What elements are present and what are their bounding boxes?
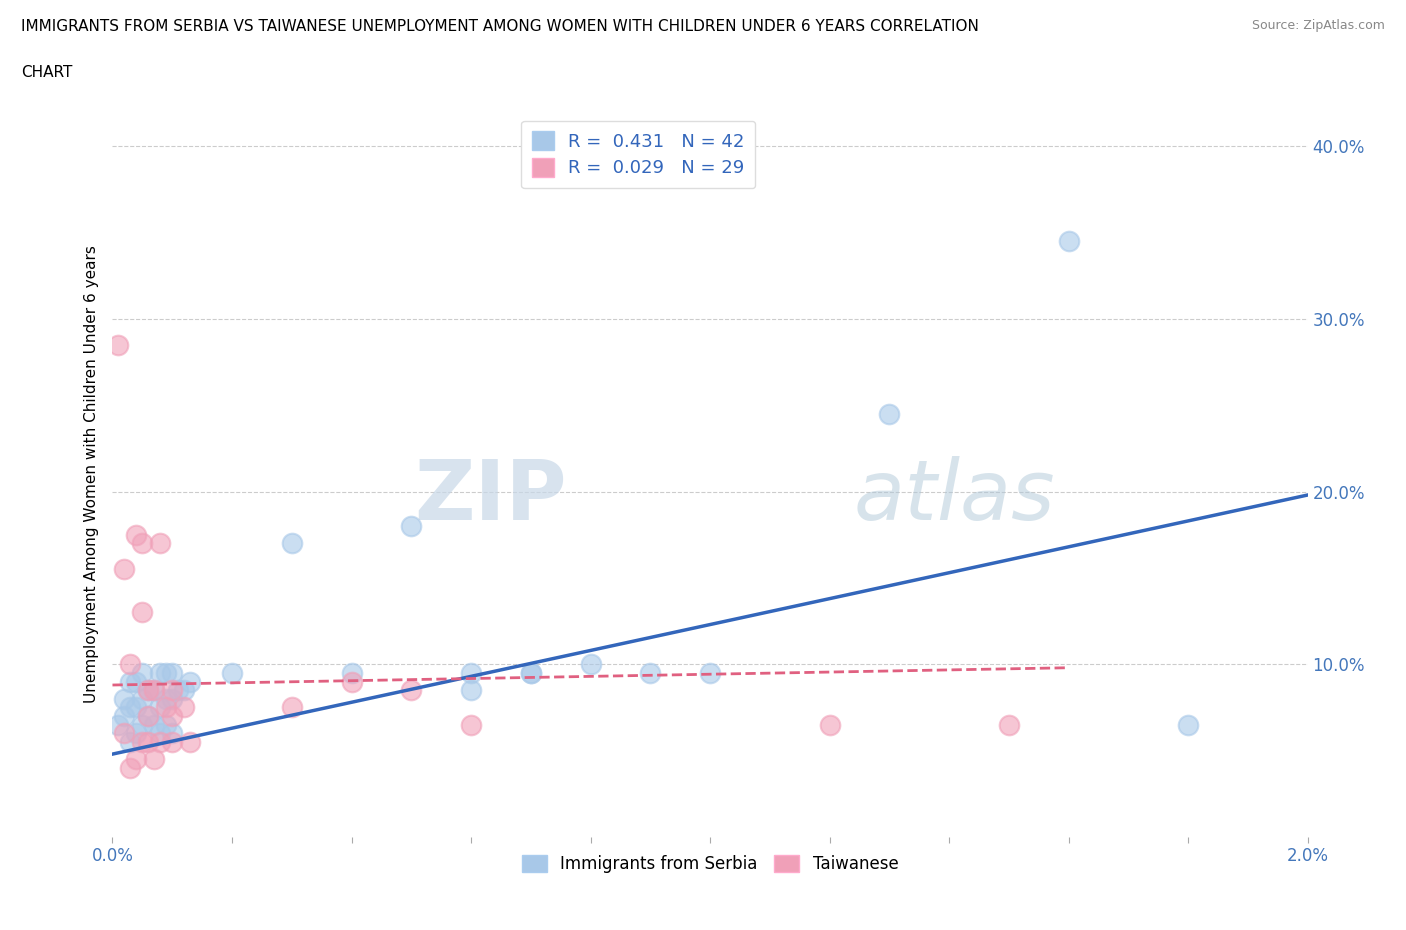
Point [699,666,721,681]
Point [138,709,160,724]
Point [125,726,148,741]
Point [131,605,153,620]
Point [162,691,183,706]
Point [520,666,543,681]
Y-axis label: Unemployment Among Women with Children Under 6 years: Unemployment Among Women with Children U… [83,246,98,703]
Point [167,683,190,698]
Point [1057,233,1080,248]
Point [114,562,135,577]
Text: ZIP: ZIP [415,456,567,537]
Point [460,683,482,698]
Point [401,519,423,534]
Point [131,691,153,706]
Point [173,700,195,715]
Point [640,666,662,681]
Point [221,666,243,681]
Point [120,657,142,671]
Point [155,666,177,681]
Point [143,751,166,766]
Point [173,683,195,698]
Point [149,536,172,551]
Point [131,666,153,681]
Point [179,735,201,750]
Point [149,726,172,741]
Point [162,709,183,724]
Point [877,406,901,421]
Point [125,674,148,689]
Point [149,700,172,715]
Point [138,683,160,698]
Point [149,666,172,681]
Point [281,700,304,715]
Point [179,674,201,689]
Point [125,751,148,766]
Point [162,666,183,681]
Point [143,683,166,698]
Text: CHART: CHART [21,65,73,80]
Point [125,700,148,715]
Point [138,735,160,750]
Point [131,536,153,551]
Point [818,717,841,732]
Point [138,683,160,698]
Point [998,717,1021,732]
Point [579,657,602,671]
Point [120,761,142,776]
Point [155,691,177,706]
Point [155,717,177,732]
Point [114,691,135,706]
Text: atlas: atlas [853,456,1054,537]
Point [460,666,482,681]
Point [1177,717,1199,732]
Point [107,717,129,732]
Point [120,674,142,689]
Point [131,717,153,732]
Point [143,683,166,698]
Point [107,338,129,352]
Text: IMMIGRANTS FROM SERBIA VS TAIWANESE UNEMPLOYMENT AMONG WOMEN WITH CHILDREN UNDER: IMMIGRANTS FROM SERBIA VS TAIWANESE UNEM… [21,19,979,33]
Point [138,709,160,724]
Point [125,527,148,542]
Point [162,683,183,698]
Point [340,666,363,681]
Point [281,536,304,551]
Point [460,717,482,732]
Text: Source: ZipAtlas.com: Source: ZipAtlas.com [1251,19,1385,32]
Point [114,709,135,724]
Point [520,666,543,681]
Point [120,735,142,750]
Legend: Immigrants from Serbia, Taiwanese: Immigrants from Serbia, Taiwanese [515,848,905,880]
Point [120,700,142,715]
Point [143,717,166,732]
Point [155,700,177,715]
Point [162,735,183,750]
Point [340,674,363,689]
Point [131,735,153,750]
Point [149,735,172,750]
Point [114,726,135,741]
Point [162,726,183,741]
Point [401,683,423,698]
